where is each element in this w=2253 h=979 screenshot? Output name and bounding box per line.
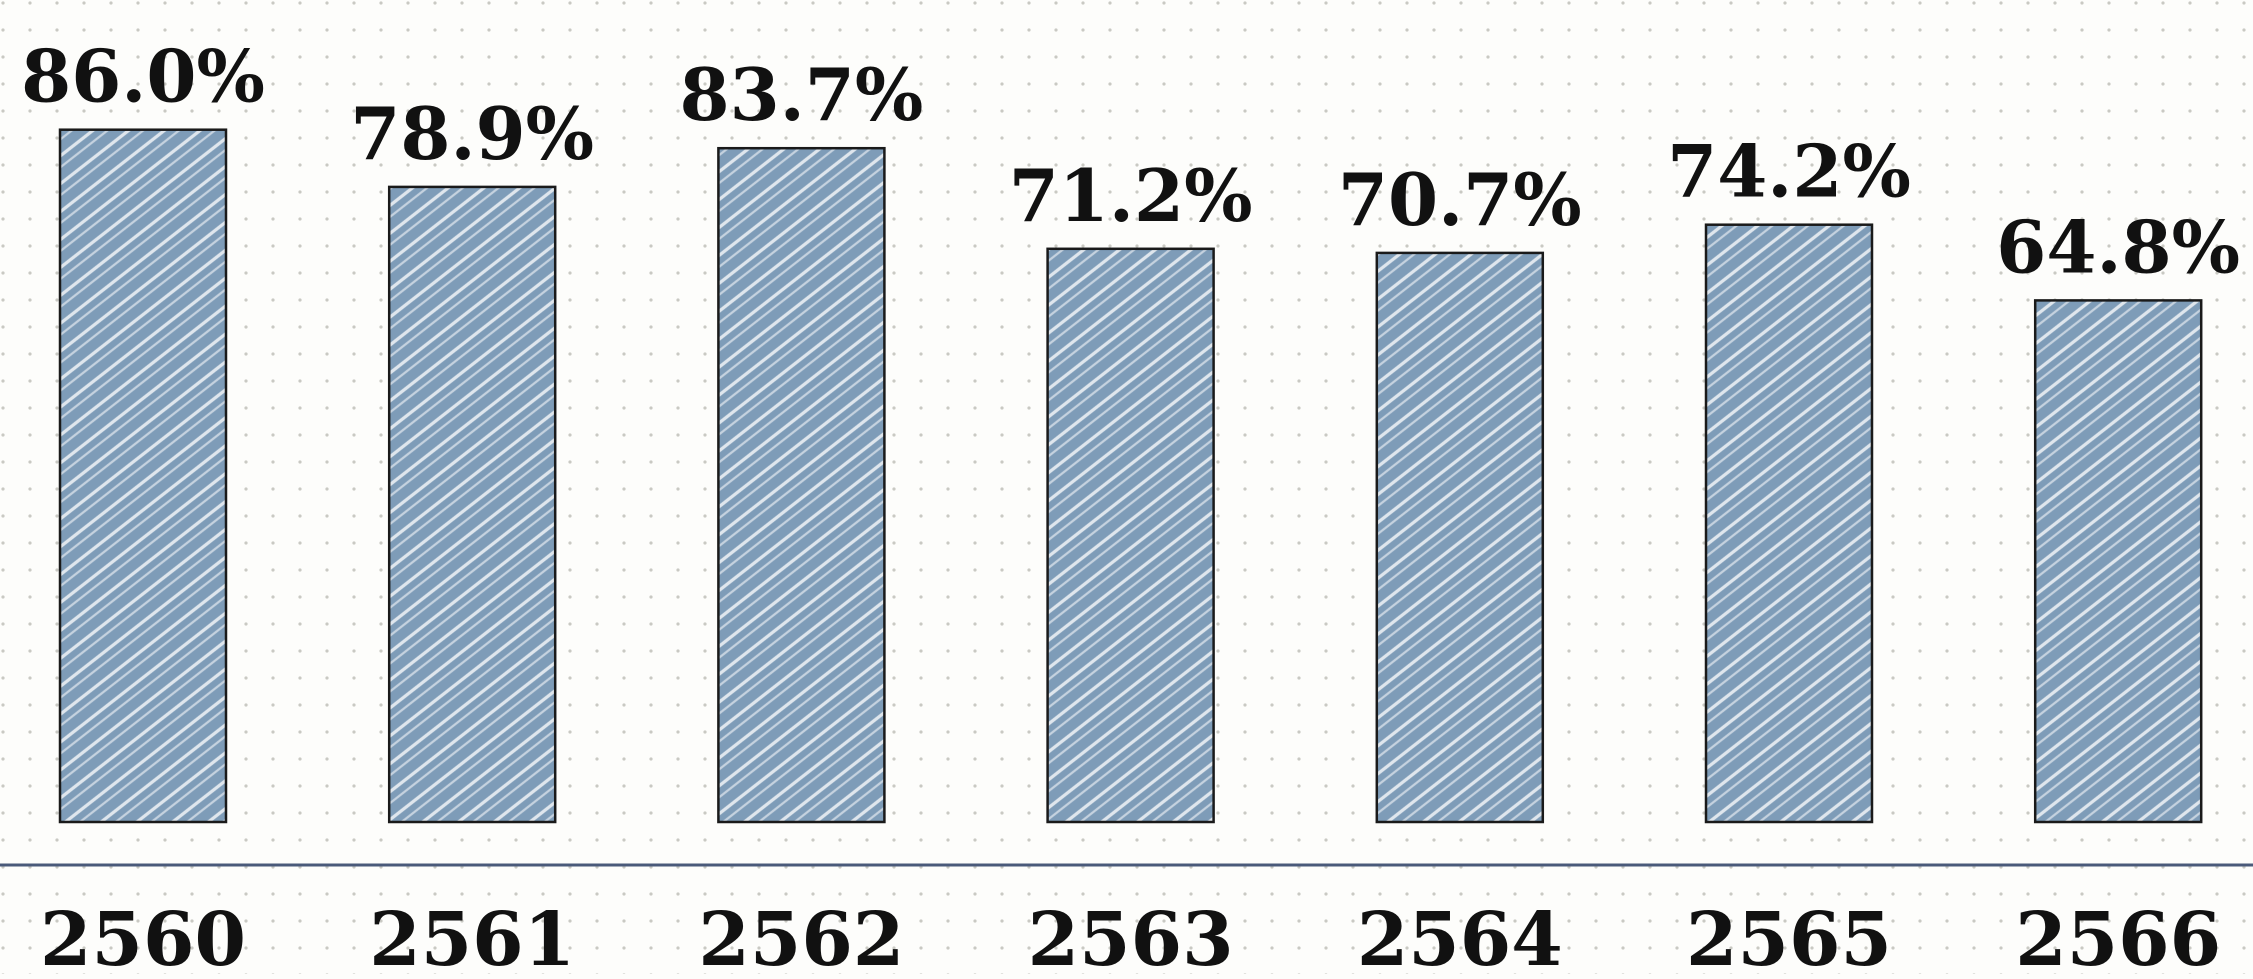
value-labels-layer: 86.0% 78.9% 83.7% 71.2% 70.7% 74.2% 64.8% [21,34,2240,290]
bar-2561 [387,185,557,824]
bar-2566 [2033,299,2203,824]
x-tick-label-2562: 2562 [698,897,904,974]
value-label-2564: 70.7% [1338,157,1582,242]
x-tick-label-2563: 2563 [1028,897,1234,974]
x-tick-label-2561: 2561 [369,897,575,974]
bar-2563 [1046,247,1215,824]
value-label-2562: 83.7% [680,52,924,137]
value-label-2565: 74.2% [1667,129,1911,214]
value-label-2566: 64.8% [1996,204,2240,289]
bars-layer [58,128,2203,824]
x-tick-labels-layer: 2560 2561 2562 2563 2564 2565 2566 [40,897,2221,979]
x-tick-label-2564: 2564 [1357,897,1563,974]
value-label-2561: 78.9% [350,91,594,176]
x-tick-label-2566: 2566 [2015,897,2221,974]
value-label-2560: 86.0% [21,34,265,119]
bar-2564 [1375,251,1545,824]
x-tick-label-2560: 2560 [40,897,246,974]
value-label-2563: 71.2% [1009,153,1253,238]
bar-2560 [58,128,228,824]
bar-2565 [1704,223,1874,824]
x-tick-label-2565: 2565 [1686,897,1892,974]
bar-2562 [717,146,886,824]
